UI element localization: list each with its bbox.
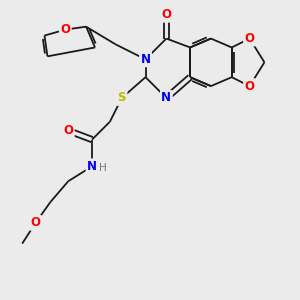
Text: S: S bbox=[118, 92, 126, 104]
Text: O: O bbox=[63, 124, 73, 137]
Text: N: N bbox=[161, 92, 171, 104]
Text: O: O bbox=[244, 80, 255, 93]
Text: N: N bbox=[140, 53, 151, 66]
Text: O: O bbox=[244, 32, 255, 45]
Text: H: H bbox=[100, 163, 107, 173]
Text: O: O bbox=[161, 8, 171, 21]
Text: O: O bbox=[31, 216, 40, 229]
Text: N: N bbox=[87, 160, 97, 173]
Text: O: O bbox=[60, 23, 70, 36]
